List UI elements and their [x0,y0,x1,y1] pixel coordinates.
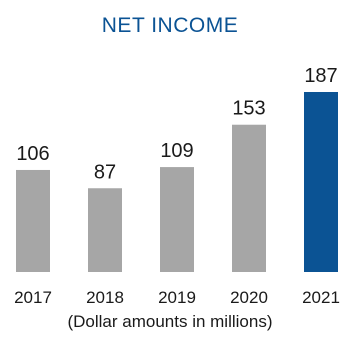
bar-2020 [232,124,266,273]
value-label-2020: 153 [232,98,265,120]
value-labels-group: 106 87 109 153 187 [16,65,337,183]
value-label-2019: 109 [160,140,193,162]
category-label-2020: 2020 [230,288,268,307]
units-note: (Dollar amounts in millions) [67,312,273,331]
category-labels-group: 2017 2018 2019 2020 2021 [14,288,340,307]
bars-group [16,92,338,273]
bar-2017 [16,169,50,272]
category-label-2017: 2017 [14,288,52,307]
value-label-2021: 187 [304,65,337,87]
bar-2019 [160,167,194,272]
bar-2021 [304,92,338,272]
bar-2018 [88,188,122,272]
value-label-2018: 87 [94,161,116,183]
chart-title: NET INCOME [101,14,239,37]
category-label-2021: 2021 [302,288,340,307]
value-label-2017: 106 [16,143,49,165]
category-label-2018: 2018 [86,288,124,307]
category-label-2019: 2019 [158,288,196,307]
